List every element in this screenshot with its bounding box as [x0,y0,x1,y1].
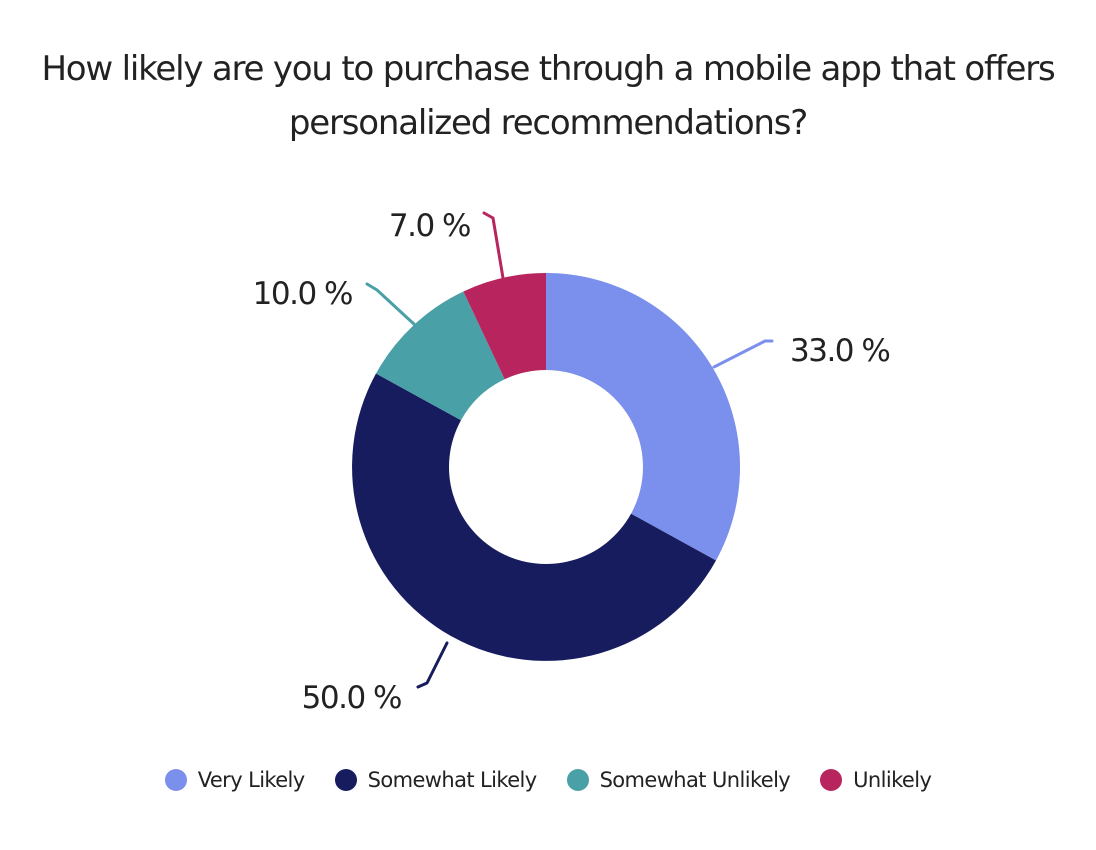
leader-lines-layer [365,211,774,689]
legend-label: Somewhat Unlikely [599,768,791,792]
leader-line-very-likely [712,339,774,369]
value-label-very-likely: 33.0 % [790,333,889,369]
slice-very-likely[interactable] [546,273,740,561]
chart-title: How likely are you to purchase through a… [41,49,1055,143]
legend-swatch [334,769,357,791]
legend-item-somewhat-unlikely[interactable]: Somewhat Unlikely [566,768,791,792]
legend-label: Unlikely [853,768,932,792]
value-label-unlikely: 7.0 % [389,208,470,244]
slice-somewhat-unlikely[interactable] [375,291,505,421]
legend-swatch [164,769,187,791]
value-labels-layer: 33.0 % 50.0 % 10.0 % 7.0 % [253,208,891,716]
legend-item-somewhat-likely[interactable]: Somewhat Likely [334,768,538,792]
legend-swatch [566,769,589,791]
legend-item-very-likely[interactable]: Very Likely [164,768,306,792]
leader-line-unlikely [482,211,505,280]
leader-line-somewhat-unlikely [365,282,417,327]
chart-legend: Very Likely Somewhat Likely Somewhat Unlik… [0,768,1096,792]
value-label-somewhat-likely: 50.0 % [302,680,401,716]
legend-label: Very Likely [197,768,306,792]
slices-layer [352,273,740,661]
slice-unlikely[interactable] [463,273,546,380]
value-label-somewhat-unlikely: 10.0 % [253,276,352,312]
leader-line-somewhat-likely [416,641,449,689]
legend-swatch [820,769,843,791]
legend-item-unlikely[interactable]: Unlikely [820,768,932,792]
legend-label: Somewhat Likely [367,768,538,792]
slice-somewhat-likely[interactable] [352,373,717,661]
